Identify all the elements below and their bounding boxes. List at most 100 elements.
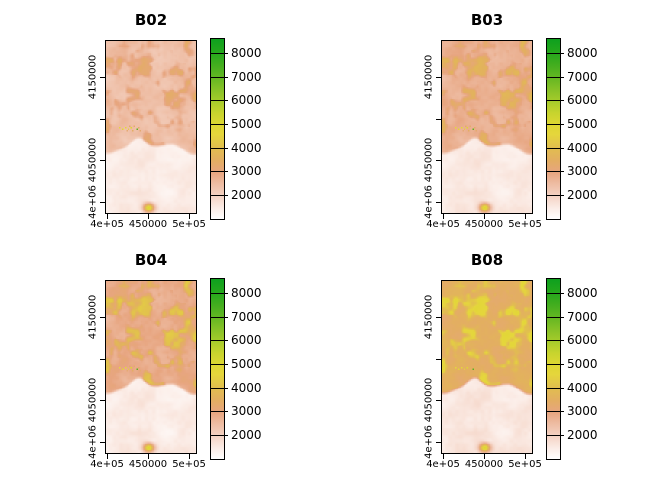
- raster-panel: B04 4e+05 450000 5e+05 4e+06 4050000 4150000 2…: [0, 240, 336, 480]
- x-axis-tick: [484, 214, 485, 219]
- legend-tick: [546, 76, 564, 78]
- x-axis-tick-label: 450000: [464, 219, 504, 230]
- x-axis-tick-label: 4e+05: [426, 219, 460, 230]
- y-axis-tick: [436, 160, 441, 162]
- y-axis-tick: [100, 358, 105, 360]
- legend-tick-label: 2000: [231, 428, 262, 442]
- panel-title: B08: [470, 251, 504, 269]
- y-axis-tick-label: 4050000: [87, 377, 99, 423]
- legend-tick: [210, 100, 228, 102]
- legend-tick-label: 5000: [231, 117, 262, 131]
- legend-tick: [210, 292, 228, 294]
- y-axis-tick: [436, 317, 441, 319]
- raster-image: [106, 281, 196, 453]
- raster-image: [106, 41, 196, 213]
- legend-tick: [210, 435, 228, 436]
- legend-tick: [210, 411, 228, 413]
- legend-tick-label: 8000: [567, 285, 598, 300]
- raster-image: [442, 41, 532, 213]
- legend-tick: [546, 124, 564, 125]
- legend-tick: [546, 316, 564, 318]
- legend-tick-label: 5000: [567, 357, 598, 371]
- x-axis-tick: [189, 214, 190, 219]
- x-axis-tick-label: 4e+05: [426, 459, 460, 470]
- y-axis-tick: [100, 441, 105, 443]
- x-axis-tick-label: 4e+05: [90, 219, 124, 230]
- legend-tick: [210, 124, 228, 125]
- legend-tick: [210, 364, 228, 365]
- legend-tick-label: 3000: [231, 404, 262, 419]
- legend-tick-label: 4000: [567, 380, 598, 395]
- x-axis-tick-label: 5e+05: [172, 219, 206, 230]
- legend-tick-label: 8000: [231, 45, 262, 60]
- x-axis-tick: [107, 214, 108, 219]
- legend-tick-label: 7000: [231, 69, 262, 84]
- y-axis-tick-label: 4050000: [423, 137, 435, 183]
- y-axis-tick: [436, 77, 441, 79]
- raster-panel: B02 4e+05 450000 5e+05 4e+06 4050000 4150000 2…: [0, 0, 336, 240]
- y-axis-tick-label: 4050000: [423, 377, 435, 423]
- legend-tick-label: 6000: [231, 93, 262, 108]
- legend-tick-label: 4000: [231, 380, 262, 395]
- x-axis-tick-label: 5e+05: [172, 459, 206, 470]
- raster-map: [105, 40, 197, 214]
- legend-tick-label: 6000: [567, 93, 598, 108]
- legend-tick: [210, 171, 228, 173]
- legend-gradient-bar: [210, 278, 225, 460]
- x-axis-tick: [189, 454, 190, 459]
- legend-tick: [546, 195, 564, 196]
- legend-tick-label: 7000: [567, 69, 598, 84]
- x-axis-tick: [484, 454, 485, 459]
- raster-map: [105, 280, 197, 454]
- y-axis-tick: [100, 118, 105, 120]
- legend-tick: [210, 147, 228, 149]
- x-axis-tick: [525, 214, 526, 219]
- x-axis-tick: [107, 454, 108, 459]
- legend-tick: [210, 387, 228, 389]
- legend-tick: [546, 435, 564, 436]
- y-axis-tick-label: 4e+06: [423, 424, 435, 459]
- y-axis-tick-label: 4150000: [423, 55, 435, 100]
- legend-tick: [546, 100, 564, 102]
- x-axis-tick: [443, 214, 444, 219]
- legend-tick: [210, 340, 228, 342]
- x-axis-tick: [148, 454, 149, 459]
- legend-tick-label: 3000: [567, 404, 598, 419]
- y-axis-tick-label: 4e+06: [423, 184, 435, 219]
- legend-tick: [546, 387, 564, 389]
- legend-tick-label: 3000: [231, 164, 262, 179]
- y-axis-tick: [100, 201, 105, 203]
- x-axis-tick-label: 450000: [128, 219, 168, 230]
- legend-tick-label: 4000: [231, 140, 262, 155]
- x-axis-tick-label: 4e+05: [90, 459, 124, 470]
- legend-tick: [546, 147, 564, 149]
- legend-gradient-bar: [210, 38, 225, 220]
- y-axis-tick-label: 4050000: [87, 137, 99, 183]
- legend-tick-label: 4000: [567, 140, 598, 155]
- y-axis-tick-label: 4e+06: [87, 424, 99, 459]
- x-axis-tick-label: 5e+05: [508, 459, 542, 470]
- raster-panel: B03 4e+05 450000 5e+05 4e+06 4050000 4150000 2…: [336, 0, 672, 240]
- y-axis-tick: [100, 400, 105, 402]
- y-axis-tick-label: 4150000: [87, 295, 99, 340]
- legend-tick-label: 6000: [231, 333, 262, 348]
- legend-gradient-bar: [546, 278, 561, 460]
- panel-title: B04: [134, 251, 168, 269]
- legend-tick-label: 6000: [567, 333, 598, 348]
- legend-tick-label: 8000: [231, 285, 262, 300]
- legend-tick: [210, 316, 228, 318]
- y-axis-tick-label: 4e+06: [87, 184, 99, 219]
- raster-map: [441, 280, 533, 454]
- legend-tick: [546, 52, 564, 54]
- legend-tick-label: 8000: [567, 45, 598, 60]
- y-axis-tick: [436, 400, 441, 402]
- y-axis-tick: [436, 201, 441, 203]
- legend-tick: [210, 195, 228, 196]
- x-axis-tick: [443, 454, 444, 459]
- legend-tick-label: 7000: [231, 309, 262, 324]
- y-axis-tick: [436, 441, 441, 443]
- x-axis-tick-label: 450000: [128, 459, 168, 470]
- y-axis-tick: [100, 160, 105, 162]
- legend-tick: [210, 52, 228, 54]
